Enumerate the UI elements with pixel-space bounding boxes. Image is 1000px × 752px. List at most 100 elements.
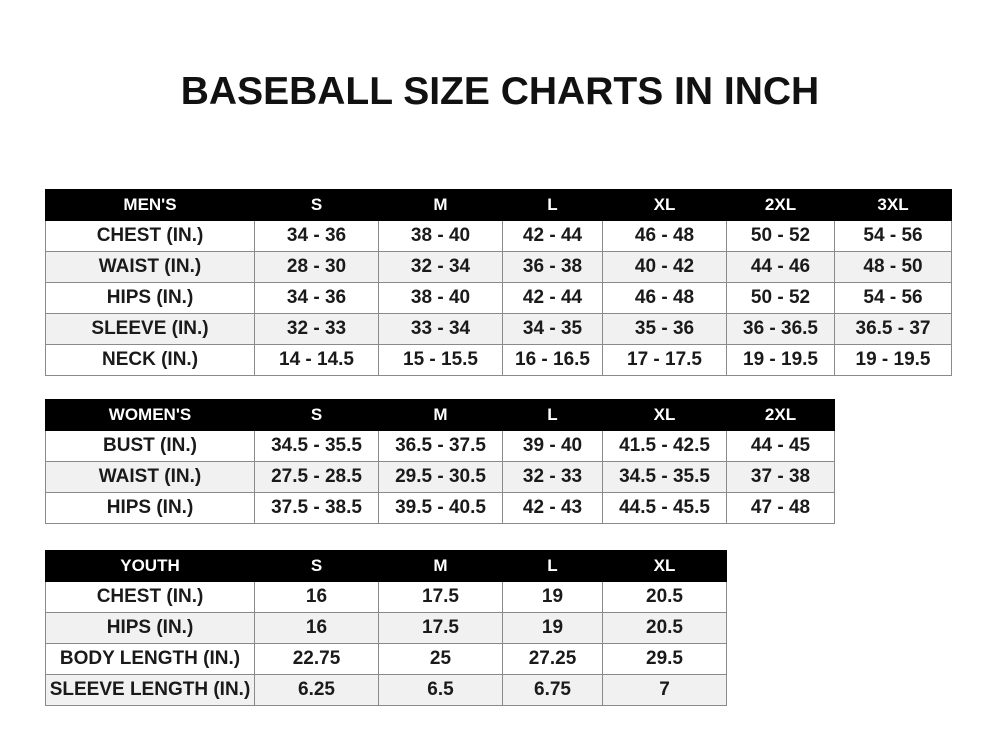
size-value: 42 - 44 — [502, 282, 603, 314]
table-row: HIPS (IN.) 34 - 36 38 - 40 42 - 44 46 - 48 50… — [45, 282, 952, 314]
size-value: 28 - 30 — [254, 251, 379, 283]
size-value: 19 - 19.5 — [834, 344, 952, 376]
size-header: L — [502, 399, 603, 431]
size-value: 32 - 33 — [502, 461, 603, 493]
table-header-row: WOMEN'S S M L XL 2XL — [45, 399, 835, 431]
womens-size-table: WOMEN'S S M L XL 2XL BUST (IN.) 34.5 - 35.5 36.5… — [45, 399, 835, 524]
size-value: 34.5 - 35.5 — [602, 461, 727, 493]
size-value: 44 - 46 — [726, 251, 835, 283]
size-value: 16 - 16.5 — [502, 344, 603, 376]
size-value: 17.5 — [378, 581, 503, 613]
size-value: 32 - 34 — [378, 251, 503, 283]
table-header-row: MEN'S S M L XL 2XL 3XL — [45, 189, 952, 221]
size-value: 34 - 35 — [502, 313, 603, 345]
size-value: 32 - 33 — [254, 313, 379, 345]
measurement-label: WAIST (IN.) — [45, 461, 255, 493]
size-value: 38 - 40 — [378, 220, 503, 252]
size-value: 29.5 - 30.5 — [378, 461, 503, 493]
size-header: 2XL — [726, 189, 835, 221]
table-row: HIPS (IN.) 16 17.5 19 20.5 — [45, 612, 727, 644]
size-value: 50 - 52 — [726, 282, 835, 314]
measurement-label: HIPS (IN.) — [45, 612, 255, 644]
measurement-label: SLEEVE LENGTH (IN.) — [45, 674, 255, 706]
table-row: BUST (IN.) 34.5 - 35.5 36.5 - 37.5 39 - 40 4… — [45, 430, 835, 462]
size-value: 27.25 — [502, 643, 603, 675]
size-value: 47 - 48 — [726, 492, 835, 524]
size-value: 19 - 19.5 — [726, 344, 835, 376]
size-value: 48 - 50 — [834, 251, 952, 283]
size-header: M — [378, 399, 503, 431]
category-header: YOUTH — [45, 550, 255, 582]
size-header: S — [254, 189, 379, 221]
size-value: 16 — [254, 612, 379, 644]
size-header: XL — [602, 189, 727, 221]
size-value: 20.5 — [602, 612, 727, 644]
table-row: BODY LENGTH (IN.) 22.75 25 27.25 29.5 — [45, 643, 727, 675]
table-row: HIPS (IN.) 37.5 - 38.5 39.5 - 40.5 42 - 43 4… — [45, 492, 835, 524]
size-value: 16 — [254, 581, 379, 613]
size-value: 54 - 56 — [834, 220, 952, 252]
size-value: 40 - 42 — [602, 251, 727, 283]
size-header: XL — [602, 399, 727, 431]
size-header: 2XL — [726, 399, 835, 431]
size-value: 7 — [602, 674, 727, 706]
size-value: 42 - 44 — [502, 220, 603, 252]
table-row: SLEEVE LENGTH (IN.) 6.25 6.5 6.75 7 — [45, 674, 727, 706]
measurement-label: CHEST (IN.) — [45, 581, 255, 613]
size-value: 42 - 43 — [502, 492, 603, 524]
measurement-label: BODY LENGTH (IN.) — [45, 643, 255, 675]
table-header-row: YOUTH S M L XL — [45, 550, 727, 582]
size-value: 6.5 — [378, 674, 503, 706]
size-value: 35 - 36 — [602, 313, 727, 345]
size-header: S — [254, 399, 379, 431]
size-value: 19 — [502, 581, 603, 613]
size-value: 36 - 38 — [502, 251, 603, 283]
size-value: 20.5 — [602, 581, 727, 613]
category-header: WOMEN'S — [45, 399, 255, 431]
size-value: 6.75 — [502, 674, 603, 706]
measurement-label: WAIST (IN.) — [45, 251, 255, 283]
measurement-label: NECK (IN.) — [45, 344, 255, 376]
size-value: 39 - 40 — [502, 430, 603, 462]
size-value: 36 - 36.5 — [726, 313, 835, 345]
mens-size-table: MEN'S S M L XL 2XL 3XL CHEST (IN.) 34 - 36 38 - 4… — [45, 189, 952, 376]
size-value: 36.5 - 37.5 — [378, 430, 503, 462]
size-value: 46 - 48 — [602, 220, 727, 252]
size-header: L — [502, 189, 603, 221]
size-value: 50 - 52 — [726, 220, 835, 252]
youth-size-table: YOUTH S M L XL CHEST (IN.) 16 17.5 19 20.5 HIPS (I… — [45, 550, 727, 706]
size-header: M — [378, 189, 503, 221]
size-value: 17 - 17.5 — [602, 344, 727, 376]
size-value: 44 - 45 — [726, 430, 835, 462]
measurement-label: HIPS (IN.) — [45, 282, 255, 314]
size-value: 37.5 - 38.5 — [254, 492, 379, 524]
size-header: S — [254, 550, 379, 582]
table-row: CHEST (IN.) 16 17.5 19 20.5 — [45, 581, 727, 613]
measurement-label: BUST (IN.) — [45, 430, 255, 462]
table-row: CHEST (IN.) 34 - 36 38 - 40 42 - 44 46 - 48 5… — [45, 220, 952, 252]
size-value: 25 — [378, 643, 503, 675]
size-value: 29.5 — [602, 643, 727, 675]
size-value: 39.5 - 40.5 — [378, 492, 503, 524]
size-value: 34.5 - 35.5 — [254, 430, 379, 462]
size-header: L — [502, 550, 603, 582]
size-value: 46 - 48 — [602, 282, 727, 314]
category-header: MEN'S — [45, 189, 255, 221]
size-value: 15 - 15.5 — [378, 344, 503, 376]
measurement-label: SLEEVE (IN.) — [45, 313, 255, 345]
table-row: WAIST (IN.) 27.5 - 28.5 29.5 - 30.5 32 - 33… — [45, 461, 835, 493]
size-value: 36.5 - 37 — [834, 313, 952, 345]
size-value: 41.5 - 42.5 — [602, 430, 727, 462]
size-header: 3XL — [834, 189, 952, 221]
size-value: 37 - 38 — [726, 461, 835, 493]
size-header: M — [378, 550, 503, 582]
size-value: 38 - 40 — [378, 282, 503, 314]
size-value: 33 - 34 — [378, 313, 503, 345]
page-title: BASEBALL SIZE CHARTS IN INCH — [180, 70, 820, 113]
size-header: XL — [602, 550, 727, 582]
size-value: 19 — [502, 612, 603, 644]
measurement-label: CHEST (IN.) — [45, 220, 255, 252]
size-value: 44.5 - 45.5 — [602, 492, 727, 524]
table-row: WAIST (IN.) 28 - 30 32 - 34 36 - 38 40 - 42 4… — [45, 251, 952, 283]
table-row: NECK (IN.) 14 - 14.5 15 - 15.5 16 - 16.5 17 … — [45, 344, 952, 376]
